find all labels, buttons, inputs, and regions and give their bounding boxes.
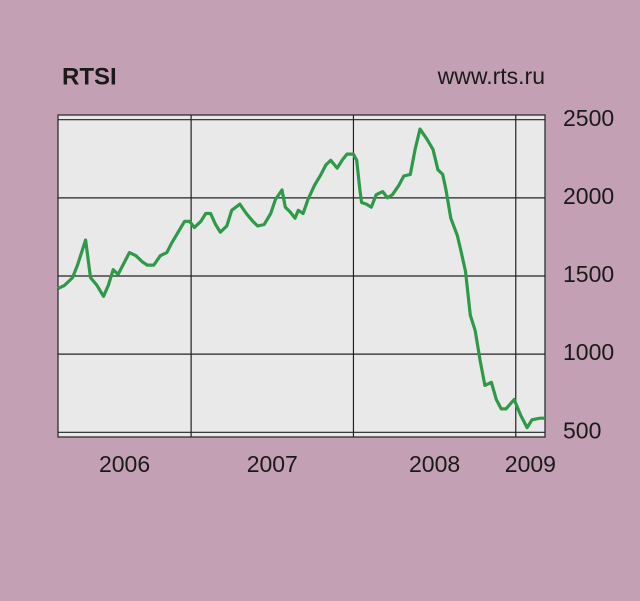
x-tick-label: 2006 bbox=[99, 451, 150, 477]
y-tick-label: 2000 bbox=[563, 183, 614, 209]
chart-title: RTSI bbox=[62, 63, 117, 90]
y-tick-label: 2500 bbox=[563, 105, 614, 131]
y-tick-label: 500 bbox=[563, 417, 601, 443]
x-tick-label: 2009 bbox=[505, 451, 556, 477]
source: www.rts.ru bbox=[437, 63, 545, 89]
x-tick-label: 2008 bbox=[409, 451, 460, 477]
x-tick-label: 2007 bbox=[247, 451, 298, 477]
plot-border bbox=[57, 114, 546, 438]
line-series bbox=[57, 127, 545, 430]
y-tick-label: 1000 bbox=[563, 339, 614, 365]
y-tick-label: 1500 bbox=[563, 261, 614, 287]
